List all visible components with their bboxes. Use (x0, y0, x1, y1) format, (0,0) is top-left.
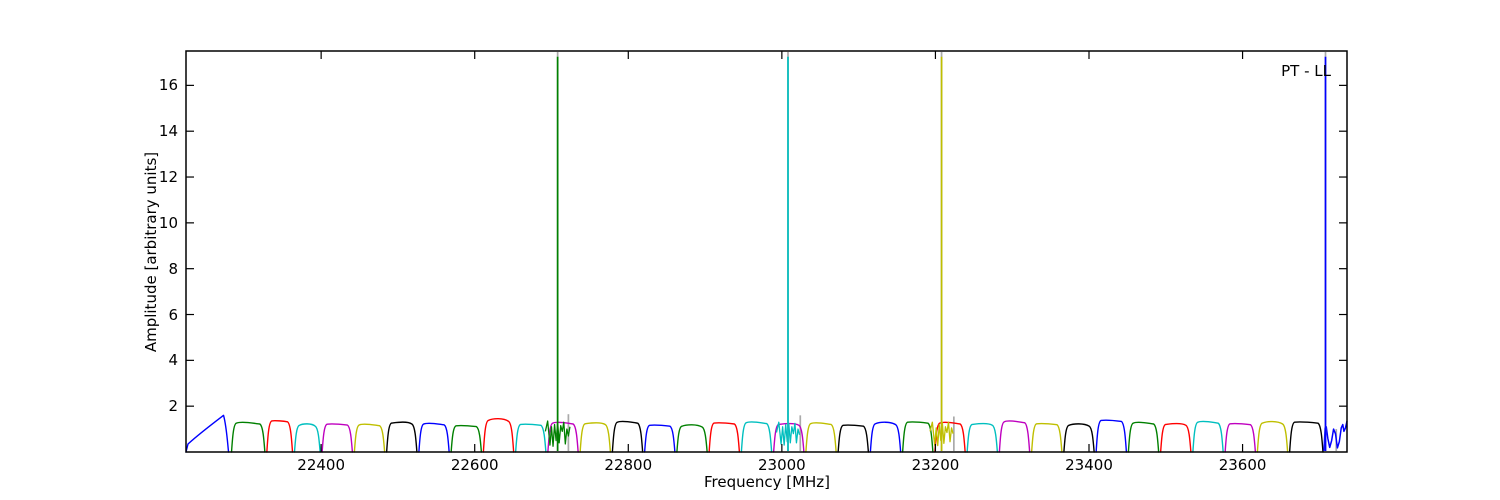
x-tick-label: 22400 (297, 456, 345, 474)
y-tick-label: 12 (158, 168, 178, 187)
bandpass-hump (185, 414, 230, 453)
bandpass-hump (1192, 420, 1224, 453)
bandpass-hump (708, 422, 741, 453)
y-tick-label: 8 (168, 259, 178, 278)
bandpass-hump (321, 423, 354, 453)
bandpass-hump (869, 421, 902, 453)
bandpass-hump (482, 418, 515, 453)
x-axis-label: Frequency [MHz] (703, 473, 831, 491)
bandpass-hump (230, 421, 266, 453)
bandpass-hump (547, 421, 579, 453)
y-axis-label: Amplitude [arbitrary units] (142, 151, 160, 353)
bandpass-hump (901, 421, 934, 453)
x-tick-label: 23200 (911, 456, 960, 474)
x-tick-label: 23400 (1065, 456, 1113, 474)
x-tick-label: 23600 (1218, 456, 1267, 474)
bandpass-hump (450, 424, 483, 453)
bandpass-hump (676, 424, 708, 453)
bandpass-hump (1288, 421, 1324, 453)
bandpass-hump (1063, 423, 1095, 453)
bandpass-hump (1224, 422, 1257, 453)
bandpass-hump (740, 421, 773, 453)
bandpass-hump (1030, 422, 1063, 453)
bandpass-hump (1159, 422, 1192, 453)
bandpass-hump (611, 420, 644, 453)
y-tick-label: 6 (168, 305, 178, 324)
bandpass-hump (579, 422, 612, 453)
bandpass-hump (353, 423, 386, 453)
bandpass-hump (1127, 421, 1160, 453)
bandpass-hump (385, 421, 418, 453)
bandpass-hump (266, 419, 294, 453)
bandpass-hump (514, 423, 547, 453)
y-tick-label: 10 (158, 213, 178, 232)
x-tick-label: 23000 (757, 456, 806, 474)
y-tick-label: 2 (168, 397, 178, 416)
bandpass-hump (837, 424, 870, 453)
bandpass-hump (1256, 420, 1289, 453)
bandpass-hump (293, 423, 321, 453)
axes-spines (185, 50, 1348, 453)
bandpass-hump (998, 420, 1031, 453)
bandpass-hump (1095, 419, 1128, 453)
x-tick-label: 22600 (450, 456, 499, 474)
y-tick-label: 4 (168, 351, 178, 370)
bandpass-hump (966, 422, 999, 453)
x-tick-label: 22800 (604, 456, 653, 474)
y-tick-label: 14 (158, 122, 178, 141)
bandpass-hump (643, 424, 676, 453)
bandpass-hump (805, 422, 837, 453)
bandpass-hump (418, 422, 450, 453)
end-wiggle (1323, 420, 1348, 451)
baseline-polarization-label: PT - LL (1281, 62, 1331, 80)
y-tick-label: 16 (158, 76, 178, 95)
